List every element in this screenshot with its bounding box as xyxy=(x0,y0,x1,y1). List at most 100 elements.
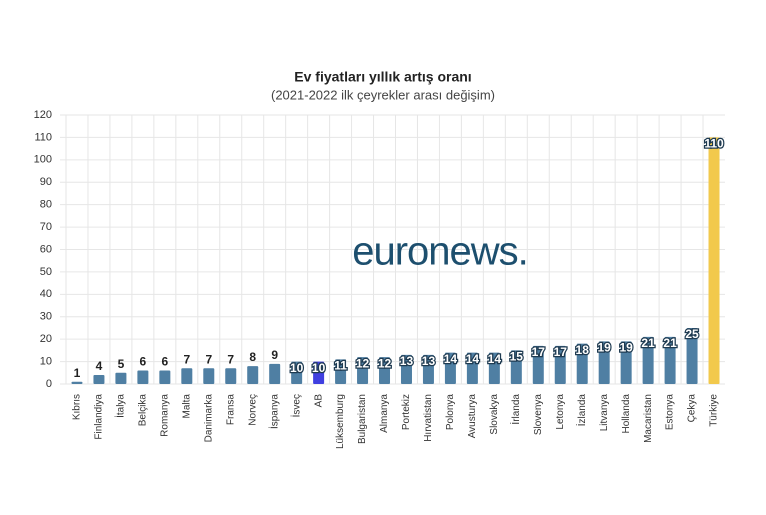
bar xyxy=(71,381,83,384)
y-tick-label: 110 xyxy=(34,131,52,143)
data-label: 10 xyxy=(290,361,304,375)
data-label: 21 xyxy=(663,336,677,350)
y-tick-label: 100 xyxy=(34,154,52,166)
bar xyxy=(159,370,171,384)
bar xyxy=(422,354,434,384)
data-label: 18 xyxy=(576,343,590,357)
data-label: 19 xyxy=(619,341,633,355)
bar xyxy=(444,352,456,384)
bar xyxy=(247,366,259,384)
x-tick-label: Malta xyxy=(181,394,192,419)
data-label: 17 xyxy=(532,345,546,359)
x-tick-label: İrlanda xyxy=(509,394,522,425)
x-tick-label: Norveç xyxy=(247,394,258,426)
x-tick-label: Estonya xyxy=(665,394,676,431)
data-label: 1 xyxy=(74,366,81,380)
x-tick-label: Finlandiya xyxy=(94,394,105,440)
data-label: 5 xyxy=(118,357,125,371)
bar xyxy=(642,336,654,384)
x-tick-label: Bulgaristan xyxy=(357,394,368,444)
data-label: 17 xyxy=(554,345,568,359)
data-label: 14 xyxy=(466,352,480,366)
data-label: 13 xyxy=(422,354,436,368)
y-tick-label: 20 xyxy=(40,333,52,345)
x-tick-label: Polonya xyxy=(445,394,456,431)
data-label: 7 xyxy=(227,352,234,366)
bar xyxy=(115,372,127,384)
x-tick-label: İzlanda xyxy=(575,394,588,427)
x-tick-label: Danimarka xyxy=(203,394,214,443)
y-tick-label: 70 xyxy=(40,221,52,233)
y-tick-label: 120 xyxy=(34,109,52,121)
data-label: 10 xyxy=(312,361,326,375)
y-tick-label: 60 xyxy=(40,243,52,255)
data-label: 19 xyxy=(598,341,612,355)
data-label: 12 xyxy=(356,356,370,370)
x-tick-label: Portekiz xyxy=(401,394,412,430)
x-tick-label: Hollanda xyxy=(621,394,632,434)
data-label: 25 xyxy=(685,327,699,341)
y-tick-label: 0 xyxy=(46,378,52,390)
bar xyxy=(181,368,193,384)
bar xyxy=(400,354,412,384)
bar xyxy=(576,343,588,384)
y-tick-label: 30 xyxy=(40,311,52,323)
y-tick-label: 80 xyxy=(40,199,52,211)
data-label: 7 xyxy=(205,352,212,366)
x-tick-label: Türkiye xyxy=(709,394,720,427)
data-label: 14 xyxy=(444,352,458,366)
bar xyxy=(291,361,303,384)
bar xyxy=(313,361,325,384)
x-tick-label: Letonya xyxy=(555,394,566,430)
bar xyxy=(554,345,566,384)
bar xyxy=(357,357,369,384)
x-tick-label: AB xyxy=(313,394,324,408)
data-label: 8 xyxy=(249,350,256,364)
data-label: 12 xyxy=(378,356,392,370)
data-label: 21 xyxy=(641,336,655,350)
x-tick-label: Fransa xyxy=(225,394,236,426)
data-label: 6 xyxy=(162,355,169,369)
bar xyxy=(532,345,544,384)
chart-subtitle: (2021-2022 ilk çeyrekler arası değişim) xyxy=(271,87,495,102)
bar xyxy=(598,341,610,384)
y-tick-label: 10 xyxy=(40,355,52,367)
bar xyxy=(93,375,105,384)
bar xyxy=(620,341,632,384)
bar xyxy=(664,336,676,384)
bar xyxy=(269,363,281,384)
watermark: euronews. xyxy=(352,230,528,274)
data-label: 7 xyxy=(183,352,190,366)
bar xyxy=(510,350,522,384)
x-tick-label: Kıbrıs xyxy=(72,394,83,420)
x-tick-label: İtalya xyxy=(114,394,127,418)
bar xyxy=(708,137,720,384)
y-tick-label: 90 xyxy=(40,176,52,188)
bar xyxy=(379,357,391,384)
x-tick-label: İspanya xyxy=(267,394,280,429)
bar xyxy=(686,327,698,384)
x-tick-label: Belçika xyxy=(138,394,149,427)
x-tick-label: Slovakya xyxy=(489,394,500,435)
chart-title: Ev fiyatları yıllık artış oranı xyxy=(294,69,471,85)
bar xyxy=(225,368,237,384)
data-label: 9 xyxy=(271,348,278,362)
y-tick-label: 40 xyxy=(40,288,52,300)
data-label: 6 xyxy=(140,355,147,369)
data-label: 110 xyxy=(704,137,724,151)
bar xyxy=(466,352,478,384)
x-tick-label: Lüksemburg xyxy=(335,394,346,449)
data-label: 4 xyxy=(96,359,103,373)
y-tick-label: 50 xyxy=(40,266,52,278)
x-tick-label: Avusturya xyxy=(467,394,478,439)
x-tick-label: Almanya xyxy=(379,394,390,433)
x-tick-label: İsveç xyxy=(289,394,302,417)
bar xyxy=(488,352,500,384)
x-tick-label: Çekya xyxy=(687,394,698,423)
data-label: 11 xyxy=(334,359,347,373)
bar xyxy=(203,368,215,384)
x-tick-label: Romanya xyxy=(159,394,170,437)
bar xyxy=(335,359,347,384)
x-tick-label: Slovenya xyxy=(533,394,544,436)
